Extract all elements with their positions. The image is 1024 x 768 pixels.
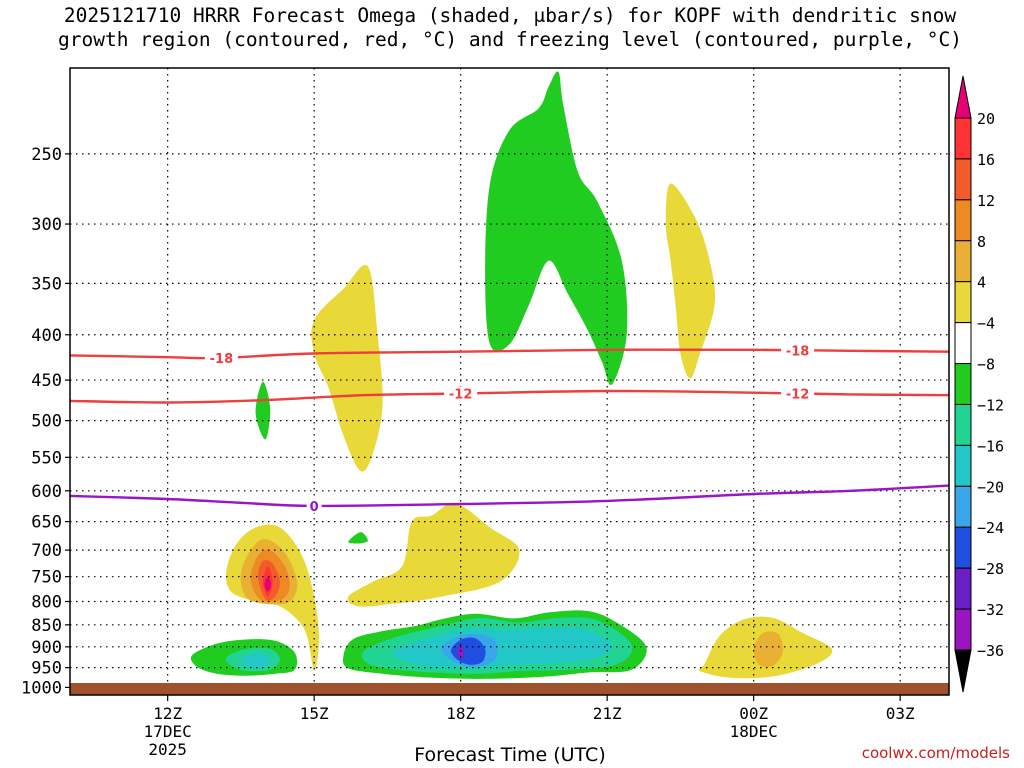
contour-label-bg	[781, 343, 815, 358]
y-tick-label: 400	[31, 326, 62, 346]
colorbar-box	[954, 281, 972, 324]
y-tick-label: 650	[31, 513, 62, 533]
y-tick-label: 750	[31, 568, 62, 588]
contour-label: 0	[310, 500, 319, 515]
colorbar-label: 4	[977, 274, 986, 292]
contour-label-bg	[306, 498, 322, 513]
plot-frame	[69, 67, 950, 696]
contour-line	[70, 484, 949, 508]
omega-region--12	[240, 653, 271, 669]
y-tick-label: 800	[31, 593, 62, 613]
chart-title: 2025121710 HRRR Forecast Omega (shaded, …	[0, 4, 1020, 52]
colorbar-label: −20	[977, 478, 1004, 496]
x-tick-label: 12Z	[153, 704, 182, 723]
colorbar-box	[954, 444, 972, 487]
y-tick-label: 450	[31, 371, 62, 391]
omega-region--8	[485, 71, 628, 386]
colorbar-box	[954, 117, 972, 160]
omega-region--8	[348, 532, 368, 544]
colorbar-label: −24	[977, 519, 1004, 537]
colorbar-top-arrow	[954, 75, 972, 119]
colorbar-label: −4	[977, 315, 995, 333]
contour-label-bg	[781, 386, 815, 401]
x-tick-date: 18DEC	[730, 722, 778, 741]
colorbar-box	[954, 240, 972, 283]
omega-shading	[190, 71, 833, 679]
y-tick-label: 500	[31, 412, 62, 432]
colorbar-label: 12	[977, 192, 995, 210]
contour-label: -12	[449, 388, 473, 403]
title-line-2: growth region (contoured, red, °C) and f…	[58, 28, 962, 51]
y-tick-label: 950	[31, 659, 62, 679]
contour-label: -12	[786, 387, 810, 402]
x-tick-label: 18Z	[446, 704, 475, 723]
colorbar-label: −36	[977, 642, 1004, 660]
omega-region--8	[255, 381, 271, 440]
credit-text: coolwx.com/models	[861, 744, 1010, 762]
x-tick-label: 21Z	[593, 704, 622, 723]
omega-region--12	[392, 627, 613, 668]
colorbar-label: 16	[977, 151, 995, 169]
title-line-1: 2025121710 HRRR Forecast Omega (shaded, …	[63, 4, 957, 27]
colorbar-label: −8	[977, 356, 995, 374]
colorbar: 20 16 12 8 4 −4 −8 −12 −16 −20 −24 −28 −32 −36	[954, 75, 1004, 693]
omega-region->20	[264, 576, 272, 592]
colorbar-label: −28	[977, 560, 1004, 578]
y-tick-label: 250	[31, 145, 62, 165]
contour-label: -18	[210, 352, 234, 367]
colorbar-label: −32	[977, 601, 1004, 619]
x-tick-date: 17DEC	[144, 722, 192, 741]
contour-label-bg	[444, 386, 478, 401]
omega-region-4	[311, 264, 383, 472]
y-tick-label: 850	[31, 616, 62, 636]
colorbar-box	[954, 608, 972, 651]
terrain-bar	[70, 683, 949, 695]
y-axis: 2503003504004505005506006507007508008509…	[21, 145, 70, 698]
y-tick-label: 900	[31, 638, 62, 658]
x-tick-label: 03Z	[886, 704, 915, 723]
contour-label: -18	[786, 344, 810, 359]
colorbar-box	[954, 526, 972, 569]
omega-region--28	[457, 644, 464, 660]
temperature-contours: -18 -18 -12 -12 0	[70, 343, 949, 515]
colorbar-label: 8	[977, 233, 986, 251]
y-tick-label: 350	[31, 274, 62, 294]
colorbar-box	[954, 403, 972, 446]
colorbar-box	[954, 485, 972, 528]
y-tick-label: 700	[31, 541, 62, 561]
y-tick-label: 300	[31, 215, 62, 235]
y-tick-label: 1000	[21, 678, 62, 698]
colorbar-label: 20	[977, 110, 995, 128]
x-tick-year: 2025	[148, 740, 187, 759]
colorbar-box	[954, 363, 972, 405]
omega-region-4	[665, 183, 716, 379]
colorbar-box	[954, 199, 972, 242]
contour-line	[70, 389, 949, 404]
colorbar-label: −12	[977, 396, 1004, 414]
colorbar-box	[954, 322, 972, 365]
colorbar-box	[954, 567, 972, 610]
y-tick-label: 600	[31, 482, 62, 502]
omega-region-8	[753, 631, 784, 667]
colorbar-bottom-arrow	[954, 649, 972, 693]
y-tick-label: 550	[31, 448, 62, 468]
colorbar-box	[954, 158, 972, 201]
x-tick-label: 00Z	[739, 704, 768, 723]
colorbar-label: −16	[977, 437, 1004, 455]
x-tick-label: 15Z	[300, 704, 329, 723]
contour-label-bg	[204, 350, 238, 365]
omega-region-4	[347, 503, 520, 607]
x-axis-label: Forecast Time (UTC)	[414, 744, 606, 766]
